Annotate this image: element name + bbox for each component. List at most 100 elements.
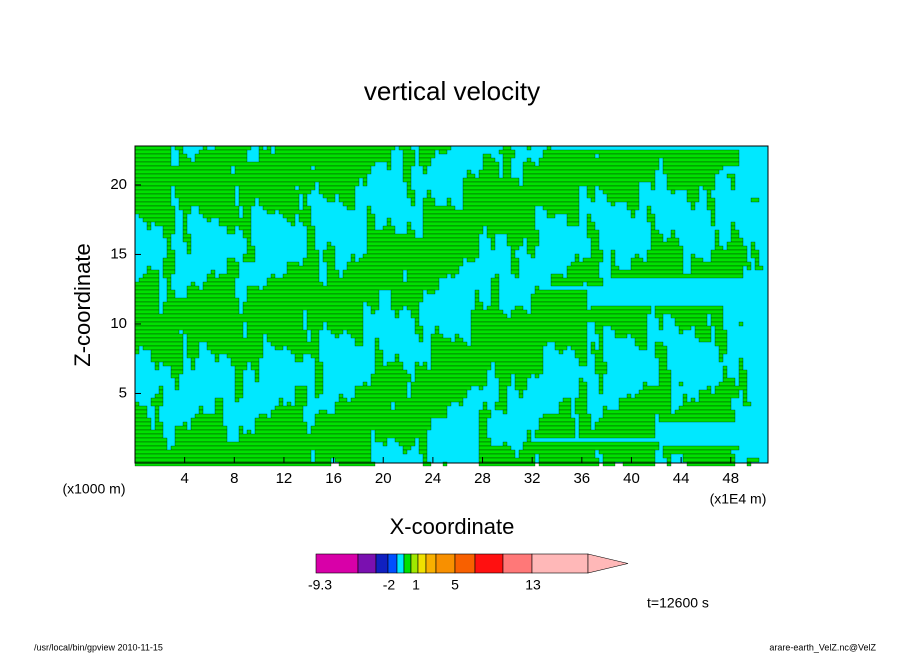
- contour-fill: [182, 233, 192, 239]
- contour-fill: [478, 433, 488, 439]
- contour-fill: [650, 181, 656, 187]
- contour-fill: [742, 397, 748, 403]
- contour-fill: [522, 445, 660, 451]
- contour-fill: [666, 457, 672, 463]
- contour-fill: [754, 261, 760, 267]
- contour-fill: [258, 157, 392, 163]
- contour-fill: [526, 245, 536, 251]
- contour-fill: [742, 393, 748, 399]
- contour-fill: [566, 265, 600, 271]
- contour-fill: [674, 317, 708, 323]
- contour-fill: [478, 421, 488, 427]
- contour-fill: [598, 337, 604, 343]
- contour-fill: [414, 321, 420, 327]
- contour-fill: [366, 205, 372, 211]
- contour-fill: [134, 173, 368, 179]
- contour-fill: [154, 409, 160, 415]
- contour-fill: [598, 345, 604, 351]
- contour-fill: [710, 213, 716, 219]
- contour-fill: [422, 213, 536, 219]
- contour-fill: [430, 357, 544, 363]
- contour-fill: [666, 181, 716, 187]
- contour-fill: [370, 373, 412, 379]
- contour-fill: [578, 361, 588, 367]
- contour-fill: [686, 189, 700, 195]
- contour-fill: [658, 321, 664, 327]
- contour-fill: [134, 413, 148, 419]
- contour-fill: [474, 293, 480, 299]
- contour-fill: [478, 425, 488, 431]
- contour-fill: [246, 325, 304, 331]
- contour-fill: [306, 233, 316, 239]
- x-tick-label: 16: [325, 470, 342, 487]
- contour-fill: [662, 161, 740, 167]
- contour-fill: [422, 461, 432, 467]
- contour-fill: [318, 189, 356, 195]
- contour-fill: [470, 321, 588, 327]
- contour-fill: [362, 181, 368, 187]
- contour-fill: [546, 145, 552, 151]
- contour-fill: [682, 457, 736, 463]
- contour-fill: [518, 393, 524, 399]
- contour-fill: [490, 277, 500, 283]
- y-axis-label: Z-coordinate: [70, 243, 95, 367]
- contour-fill: [410, 197, 416, 203]
- contour-fill: [406, 185, 412, 191]
- contour-fill: [270, 341, 320, 347]
- contour-fill: [530, 293, 588, 299]
- contour-fill: [286, 401, 292, 407]
- contour-fill: [510, 257, 520, 263]
- contour-fill: [646, 213, 656, 219]
- contour-fill: [746, 265, 752, 271]
- contour-fill: [134, 205, 176, 211]
- contour-fill: [402, 165, 412, 171]
- contour-fill: [190, 365, 196, 371]
- contour-fill: [510, 313, 648, 319]
- contour-fill: [178, 149, 184, 155]
- contour-fill: [134, 145, 172, 151]
- contour-fill: [662, 449, 732, 455]
- contour-fill: [490, 285, 500, 291]
- contour-fill: [326, 277, 404, 283]
- contour-fill: [494, 401, 508, 407]
- contour-fill: [650, 229, 660, 235]
- contour-fill: [610, 273, 744, 279]
- contour-fill: [654, 341, 664, 347]
- colorbar-swatch: [403, 553, 412, 574]
- contour-fill: [230, 357, 260, 363]
- colorbar-swatch: [417, 553, 427, 574]
- contour-fill: [430, 333, 444, 339]
- contour-fill: [482, 405, 488, 411]
- contour-fill: [590, 241, 600, 247]
- contour-fill: [150, 401, 164, 407]
- contour-fill: [602, 409, 672, 415]
- contour-fill: [366, 217, 376, 223]
- contour-fill: [366, 249, 480, 255]
- colorbar-swatch: [425, 553, 437, 574]
- contour-fill: [574, 353, 588, 359]
- contour-fill: [366, 213, 376, 219]
- contour-fill: [326, 281, 440, 287]
- contour-fill: [406, 273, 448, 279]
- contour-fill: [254, 369, 260, 375]
- contour-fill: [514, 305, 524, 311]
- contour-fill: [418, 333, 424, 339]
- contour-fill: [146, 265, 152, 271]
- contour-fill: [346, 265, 460, 271]
- contour-fill: [742, 401, 752, 407]
- contour-fill: [486, 225, 536, 231]
- contour-fill: [422, 453, 428, 459]
- contour-fill: [522, 177, 656, 183]
- contour-fill: [314, 393, 320, 399]
- contour-fill: [594, 329, 604, 335]
- contour-fill: [502, 441, 508, 447]
- contour-fill: [162, 309, 240, 315]
- contour-fill: [294, 393, 308, 399]
- contour-fill: [134, 461, 332, 467]
- contour-fill: [206, 277, 236, 283]
- contour-fill: [146, 225, 152, 231]
- contour-fill: [690, 269, 744, 275]
- contour-fill: [306, 253, 320, 259]
- contour-fill: [654, 305, 724, 311]
